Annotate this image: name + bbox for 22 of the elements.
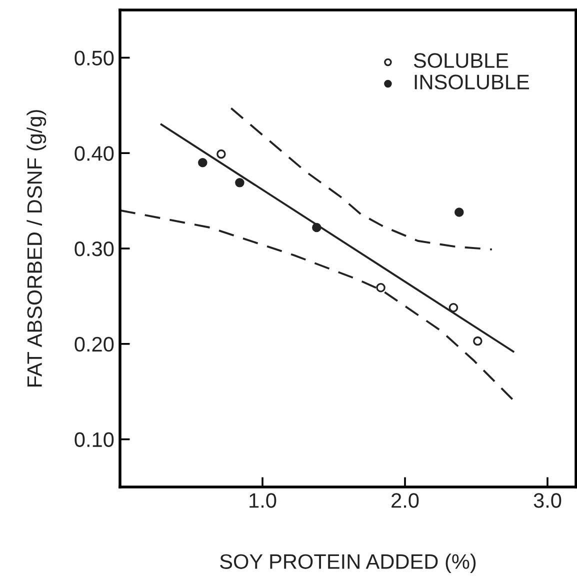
point	[312, 222, 322, 232]
point	[235, 178, 244, 188]
y-tick-label: 0.40	[74, 146, 114, 161]
point	[376, 282, 386, 292]
x-tick-label: 2.0	[392, 493, 419, 508]
point	[198, 158, 208, 168]
line-series	[120, 209, 514, 402]
x-tick-label: 3.0	[534, 493, 562, 508]
legend-label: SOLUBLE	[414, 53, 508, 68]
point	[216, 149, 226, 159]
point	[454, 208, 464, 217]
y-tick-label: 0.30	[74, 242, 114, 256]
line-series	[230, 107, 493, 250]
x-tick-label: 1.0	[250, 493, 276, 508]
y-tick-label: 0.50	[74, 50, 114, 66]
y-tick-label: 0.20	[74, 336, 114, 352]
y-axis-title: FAT ABSORBED / DSNF (g/g)	[26, 110, 46, 386]
legend-label: INSOLUBLE	[414, 74, 529, 90]
point	[473, 336, 482, 346]
x-axis-title: SOY PROTEIN ADDED (%)	[220, 554, 476, 574]
y-tick-label: 0.10	[74, 432, 114, 448]
point	[448, 303, 458, 312]
